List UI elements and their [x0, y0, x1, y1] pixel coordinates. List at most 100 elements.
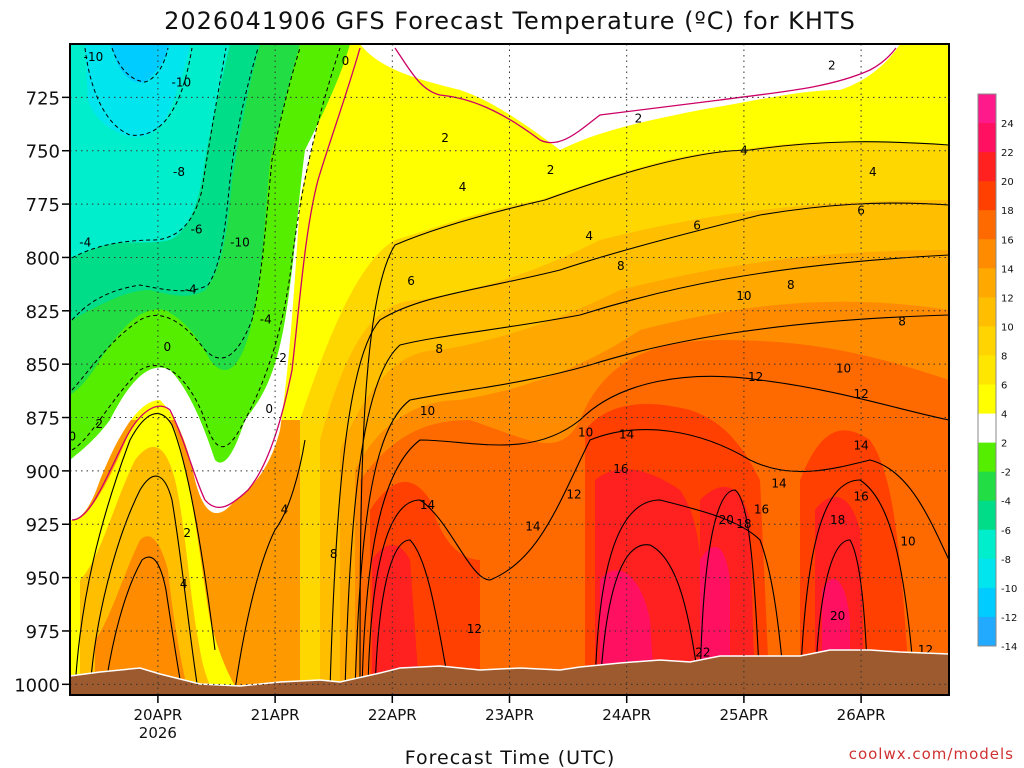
contour-label: 4	[869, 165, 877, 179]
y-tick-label: 1000	[14, 675, 60, 696]
colorbar-label: -8	[1001, 555, 1011, 566]
plot-area: -10-10-8-6-10-4-4-4-20000222222444444666…	[69, 44, 949, 695]
colorbar-label: 14	[1001, 264, 1014, 275]
contour-label: -2	[275, 351, 287, 365]
x-tick-label: 21APR	[251, 706, 300, 724]
x-tick-label: 23APR	[485, 706, 534, 724]
y-tick-label: 900	[26, 462, 60, 483]
contour-label: 0	[163, 340, 171, 354]
y-tick-label: 875	[26, 409, 60, 430]
contour-label: -4	[79, 236, 91, 250]
contour-10	[361, 375, 949, 691]
contour-label: 8	[330, 547, 338, 561]
contour-label: 8	[617, 259, 625, 273]
contour-label: 0	[69, 430, 77, 444]
contour-lines	[74, 141, 949, 691]
contour-label: 14	[853, 438, 868, 452]
contour-8	[354, 314, 949, 691]
colorbar-swatch	[978, 181, 996, 211]
contour-label: 4	[585, 229, 593, 243]
contour-label: 8	[435, 342, 443, 356]
contour-label: 6	[693, 218, 701, 232]
contour-label: 14	[525, 519, 540, 533]
colorbar-swatch	[978, 268, 996, 298]
contour-label: 4	[281, 502, 289, 516]
colorbar-label: 18	[1001, 206, 1014, 217]
x-tick-label: 22APR	[368, 706, 417, 724]
contour-label: 22	[695, 645, 710, 659]
contour-6	[344, 254, 949, 691]
colorbar-label: 24	[1001, 119, 1014, 130]
colorbar-swatch	[978, 326, 996, 356]
contour-label: 8	[787, 278, 795, 292]
colorbar-swatch	[978, 587, 996, 618]
colorbar-label: -10	[1001, 584, 1017, 595]
contour-label: 14	[420, 498, 435, 512]
contour-label: 12	[566, 487, 581, 501]
band-cyan-2	[85, 44, 190, 137]
x-tick-label: 26APR	[837, 706, 886, 724]
contour-label: 2	[183, 526, 191, 540]
chart-title: 2026041906 GFS Forecast Temperature (ºC)…	[164, 7, 856, 35]
y-tick-label: 775	[26, 195, 60, 216]
contour-label: 0	[265, 402, 273, 416]
contour-labels: -10-10-8-6-10-4-4-4-20000222222444444666…	[69, 50, 933, 660]
band-left-orange-2	[95, 536, 189, 695]
colorbar-label: 20	[1001, 177, 1014, 188]
contour-label: -4	[260, 312, 272, 326]
colorbar-swatch	[978, 152, 996, 182]
contour-label: 10	[420, 404, 435, 418]
colorbar-label: -2	[1001, 468, 1011, 479]
negative-contour-lines	[71, 47, 341, 451]
y-tick-label: 750	[26, 142, 60, 163]
colorbar-label: 16	[1001, 235, 1014, 246]
contour-label: 14	[771, 477, 786, 491]
y-tick-label: 725	[26, 88, 60, 109]
contour-label: 4	[180, 577, 188, 591]
colorbar-label: 8	[1001, 351, 1007, 362]
contour-18	[599, 489, 869, 691]
colorbar-label: 12	[1001, 293, 1014, 304]
contour-label: 10	[836, 361, 851, 375]
contour-label: 18	[830, 513, 845, 527]
contour-zero-top	[394, 47, 897, 144]
grid-lines	[70, 44, 949, 695]
colorbar-swatch	[978, 529, 996, 560]
contour-label: 4	[459, 180, 467, 194]
contour-label: 20	[830, 609, 845, 623]
contour-label: 2	[635, 112, 643, 126]
contour-label: 18	[736, 517, 751, 531]
contour-label: 2	[828, 58, 836, 72]
y-tick-label: 950	[26, 569, 60, 590]
contour-label: 16	[613, 462, 628, 476]
colorbar-swatch	[978, 210, 996, 240]
contour-label: -10	[172, 75, 192, 89]
colorbar-swatch	[978, 355, 996, 385]
contour-label: -8	[173, 165, 185, 179]
contour-12	[367, 429, 949, 691]
colorbar-swatch	[978, 384, 996, 414]
colorbar-label: -4	[1001, 497, 1011, 508]
y-tick-label: 925	[26, 515, 60, 536]
colorbar-swatch	[978, 297, 996, 327]
x-tick-label: 24APR	[602, 706, 651, 724]
colorbar-label: -12	[1001, 613, 1017, 624]
contour-neg-4	[71, 47, 301, 391]
colorbar-label: 22	[1001, 148, 1014, 159]
contour-r-4	[234, 439, 306, 691]
x-tick-label: 25APR	[719, 706, 768, 724]
contour-label: 2	[547, 163, 555, 177]
contour-label: -10	[84, 50, 104, 64]
credit-link[interactable]: coolwx.com/models	[849, 745, 1014, 763]
x-tick-sublabel: 2026	[139, 724, 177, 742]
y-tick-label: 800	[26, 248, 60, 269]
colorbar-swatch	[978, 442, 996, 473]
y-tick-label: 975	[26, 622, 60, 643]
y-axis: 725 750 775 800 825 850 875 900 925 950 975 1000	[14, 88, 70, 696]
colorbar-label: 10	[1001, 322, 1014, 333]
colorbar: 24 22 20 18 16 14 12 10 8 6 4 2 -2 -4 -6 -8 -10 -12 -14	[977, 93, 1017, 653]
contour-label: 4	[740, 144, 748, 158]
colorbar-label: 2	[1001, 439, 1007, 450]
contour-14	[374, 479, 916, 691]
